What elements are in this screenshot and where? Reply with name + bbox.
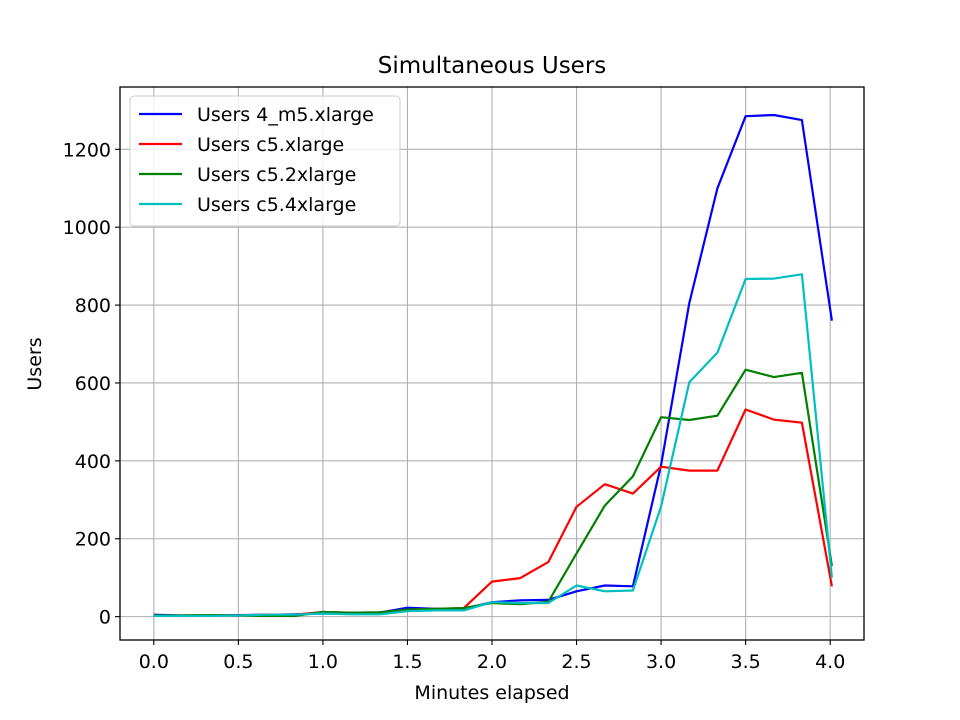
x-tick-label: 1.0 bbox=[308, 651, 338, 673]
y-tick-label: 1200 bbox=[63, 139, 111, 161]
y-axis-title: Users bbox=[24, 337, 46, 390]
x-tick-label: 3.5 bbox=[731, 651, 761, 673]
y-tick-label: 600 bbox=[75, 373, 111, 395]
legend-label: Users c5.2xlarge bbox=[197, 164, 356, 186]
legend-label: Users c5.4xlarge bbox=[197, 194, 356, 216]
series-line-users-c5-4xlarge bbox=[153, 273, 833, 618]
y-tick-label: 1000 bbox=[63, 217, 111, 239]
legend: Users 4_m5.xlarge Users c5.xlarge Users c5… bbox=[129, 95, 401, 227]
x-tick-label: 0.0 bbox=[139, 651, 169, 673]
legend-box bbox=[129, 95, 401, 227]
axis-ticks: 0.0 0.5 1.0 1.5 2.0 2.5 3.0 3.5 4.0 0 200 400 600 800… bbox=[63, 139, 846, 673]
x-axis-title: Minutes elapsed bbox=[414, 682, 569, 704]
legend-label: Users c5.xlarge bbox=[197, 134, 344, 156]
y-tick-label: 200 bbox=[75, 529, 111, 551]
x-tick-label: 2.0 bbox=[477, 651, 507, 673]
legend-label: Users 4_m5.xlarge bbox=[197, 104, 374, 126]
x-tick-label: 4.0 bbox=[815, 651, 845, 673]
y-tick-label: 800 bbox=[75, 295, 111, 317]
y-tick-label: 400 bbox=[75, 451, 111, 473]
x-tick-label: 3.0 bbox=[646, 651, 676, 673]
y-tick-label: 0 bbox=[99, 607, 111, 629]
x-tick-label: 0.5 bbox=[223, 651, 253, 673]
x-tick-label: 2.5 bbox=[561, 651, 591, 673]
x-tick-label: 1.5 bbox=[392, 651, 422, 673]
chart-title: Simultaneous Users bbox=[378, 53, 607, 79]
series-lines bbox=[153, 113, 833, 618]
